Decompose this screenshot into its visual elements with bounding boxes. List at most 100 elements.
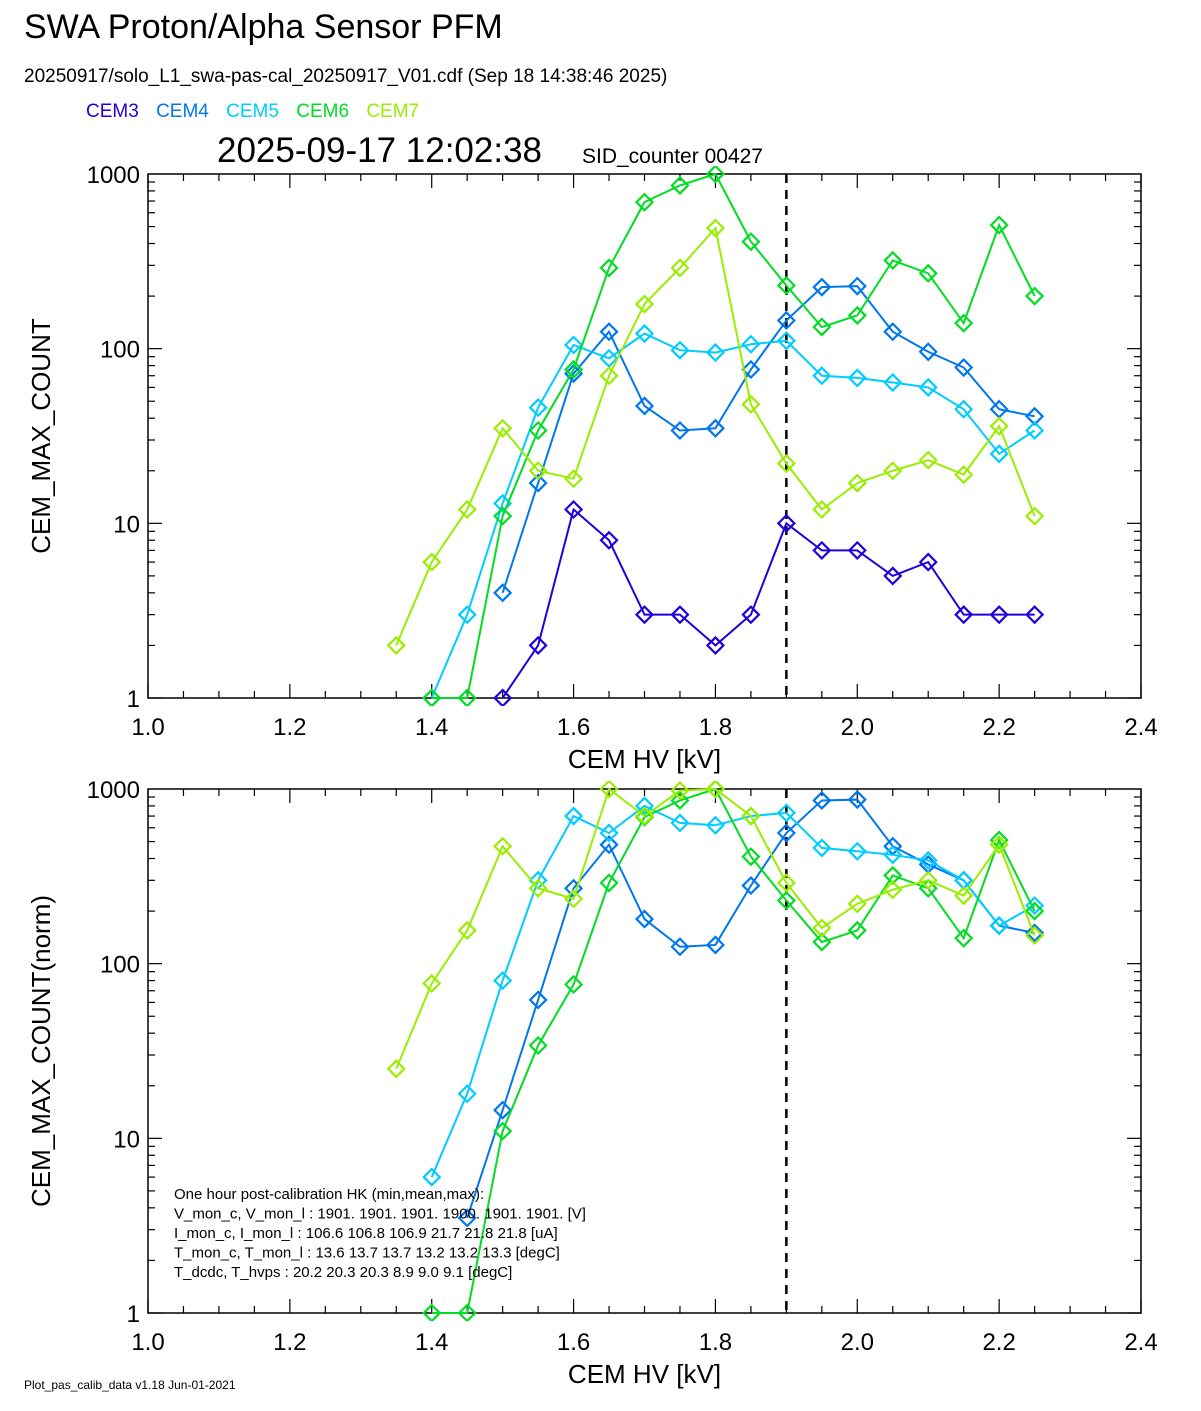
data-point-cem5 bbox=[741, 334, 761, 354]
legend-entry-cem5: CEM5 bbox=[226, 101, 279, 122]
series-line-cem7 bbox=[395, 225, 1036, 646]
data-point-cem5 bbox=[883, 372, 903, 393]
data-point-cem6 bbox=[493, 506, 513, 526]
data-point-cem6 bbox=[599, 873, 619, 893]
data-point-cem7 bbox=[564, 889, 584, 909]
data-point-cem7 bbox=[705, 218, 725, 238]
data-point-cem7 bbox=[741, 394, 761, 414]
legend-entry-cem7: CEM7 bbox=[366, 101, 420, 122]
data-point-cem4 bbox=[883, 322, 903, 342]
series-line-cem4 bbox=[466, 798, 1035, 1219]
data-point-cem7 bbox=[422, 973, 442, 994]
hk-line: T_dcdc, T_hvps : 20.2 20.3 20.3 8.9 9.0 … bbox=[174, 1264, 512, 1281]
data-point-cem7 bbox=[528, 461, 548, 481]
data-point-cem5 bbox=[812, 366, 832, 386]
x-tick-label: 1.6 bbox=[557, 1329, 590, 1356]
data-point-cem7 bbox=[847, 473, 867, 493]
data-point-cem4 bbox=[847, 790, 867, 810]
x-axis-label: CEM HV [kV] bbox=[568, 744, 721, 774]
data-point-cem3 bbox=[883, 566, 903, 586]
data-point-cem4 bbox=[634, 396, 655, 416]
data-point-cem5 bbox=[847, 841, 867, 861]
data-point-cem4 bbox=[1025, 923, 1045, 943]
data-point-cem6 bbox=[457, 1303, 477, 1321]
y-tick-label: 10 bbox=[113, 511, 140, 538]
data-point-cem6 bbox=[847, 305, 867, 325]
data-point-cem4 bbox=[599, 322, 619, 342]
hk-line: V_mon_c, V_mon_l : 1901. 1901. 1901. 190… bbox=[174, 1206, 586, 1223]
data-point-cem6 bbox=[493, 1121, 513, 1141]
data-point-cem3 bbox=[989, 605, 1009, 625]
data-point-cem6 bbox=[670, 790, 690, 810]
y-tick-label: 1 bbox=[127, 1301, 140, 1328]
x-tick-label: 2.0 bbox=[841, 714, 874, 741]
data-point-cem3 bbox=[634, 605, 655, 625]
timestamp: 2025-09-17 12:02:38 bbox=[217, 131, 542, 170]
x-tick-label: 2.2 bbox=[982, 714, 1015, 741]
y-tick-label: 1000 bbox=[87, 777, 140, 804]
data-point-cem5 bbox=[705, 343, 725, 363]
data-point-cem6 bbox=[1025, 286, 1045, 306]
data-point-cem7 bbox=[634, 294, 655, 314]
data-point-cem3 bbox=[741, 605, 761, 625]
x-tick-label: 1.6 bbox=[557, 714, 590, 741]
data-point-cem3 bbox=[847, 540, 867, 560]
series-line-cem6 bbox=[431, 172, 1036, 699]
file-line: 20250917/solo_L1_swa-pas-cal_20250917_V0… bbox=[24, 66, 668, 87]
data-point-cem3 bbox=[564, 499, 584, 520]
data-point-cem4 bbox=[670, 420, 690, 441]
data-point-cem5 bbox=[776, 331, 796, 351]
data-point-cem4 bbox=[493, 583, 513, 603]
data-layer bbox=[386, 781, 1045, 1321]
data-point-cem6 bbox=[634, 192, 655, 212]
data-point-cem4 bbox=[705, 935, 725, 955]
x-tick-label: 2.0 bbox=[841, 1329, 874, 1356]
x-tick-label: 1.2 bbox=[273, 714, 306, 741]
legend-entry-cem4: CEM4 bbox=[156, 101, 209, 122]
data-point-cem6 bbox=[564, 974, 584, 995]
data-point-cem6 bbox=[989, 215, 1009, 235]
data-point-cem3 bbox=[599, 530, 619, 550]
data-point-cem5 bbox=[564, 806, 584, 826]
data-point-cem7 bbox=[493, 418, 513, 438]
x-tick-label: 2.4 bbox=[1124, 1329, 1157, 1356]
data-point-cem7 bbox=[918, 870, 938, 890]
data-point-cem3 bbox=[954, 605, 974, 625]
data-point-cem7 bbox=[705, 781, 725, 799]
data-point-cem6 bbox=[528, 1035, 548, 1056]
data-point-cem5 bbox=[989, 444, 1009, 464]
data-point-cem7 bbox=[847, 894, 867, 914]
series-line-cem7 bbox=[395, 787, 1036, 1070]
series-line-cem5 bbox=[430, 332, 1036, 699]
data-point-cem7 bbox=[670, 781, 690, 801]
data-point-cem7 bbox=[422, 552, 442, 572]
data-point-cem4 bbox=[741, 359, 761, 380]
data-point-cem6 bbox=[564, 359, 584, 380]
x-tick-label: 1.2 bbox=[273, 1329, 306, 1356]
data-point-cem3 bbox=[1025, 605, 1045, 625]
data-point-cem4 bbox=[670, 937, 690, 957]
footer-note: Plot_pas_calib_data v1.18 Jun-01-2021 bbox=[24, 1378, 236, 1392]
data-point-cem6 bbox=[528, 420, 548, 441]
sid-counter: SID_counter 00427 bbox=[582, 145, 763, 168]
data-point-cem4 bbox=[918, 342, 938, 362]
data-point-cem6 bbox=[812, 317, 832, 337]
chart-panel-2: 1.0 1.2 1.4 1.6 1.8 2.0 2.2 2.4 1 10 100 1000 CEM HV… bbox=[26, 777, 1158, 1389]
data-point-cem7 bbox=[954, 465, 974, 485]
data-point-cem6 bbox=[741, 232, 761, 252]
data-point-cem6 bbox=[847, 920, 867, 940]
data-point-cem6 bbox=[1025, 901, 1045, 921]
data-point-cem4 bbox=[741, 876, 761, 896]
series-line-cem3 bbox=[501, 507, 1035, 699]
data-point-cem5 bbox=[1025, 896, 1045, 916]
x-tick-label: 2.4 bbox=[1124, 714, 1157, 741]
data-point-cem5 bbox=[776, 803, 796, 823]
x-tick-label: 1.8 bbox=[699, 714, 732, 741]
y-axis-label: CEM_MAX_COUNT bbox=[26, 318, 56, 554]
data-point-cem4 bbox=[812, 790, 832, 810]
data-point-cem5 bbox=[918, 850, 938, 870]
data-point-cem4 bbox=[599, 835, 619, 855]
data-point-cem4 bbox=[634, 909, 655, 929]
data-point-cem6 bbox=[705, 166, 725, 184]
